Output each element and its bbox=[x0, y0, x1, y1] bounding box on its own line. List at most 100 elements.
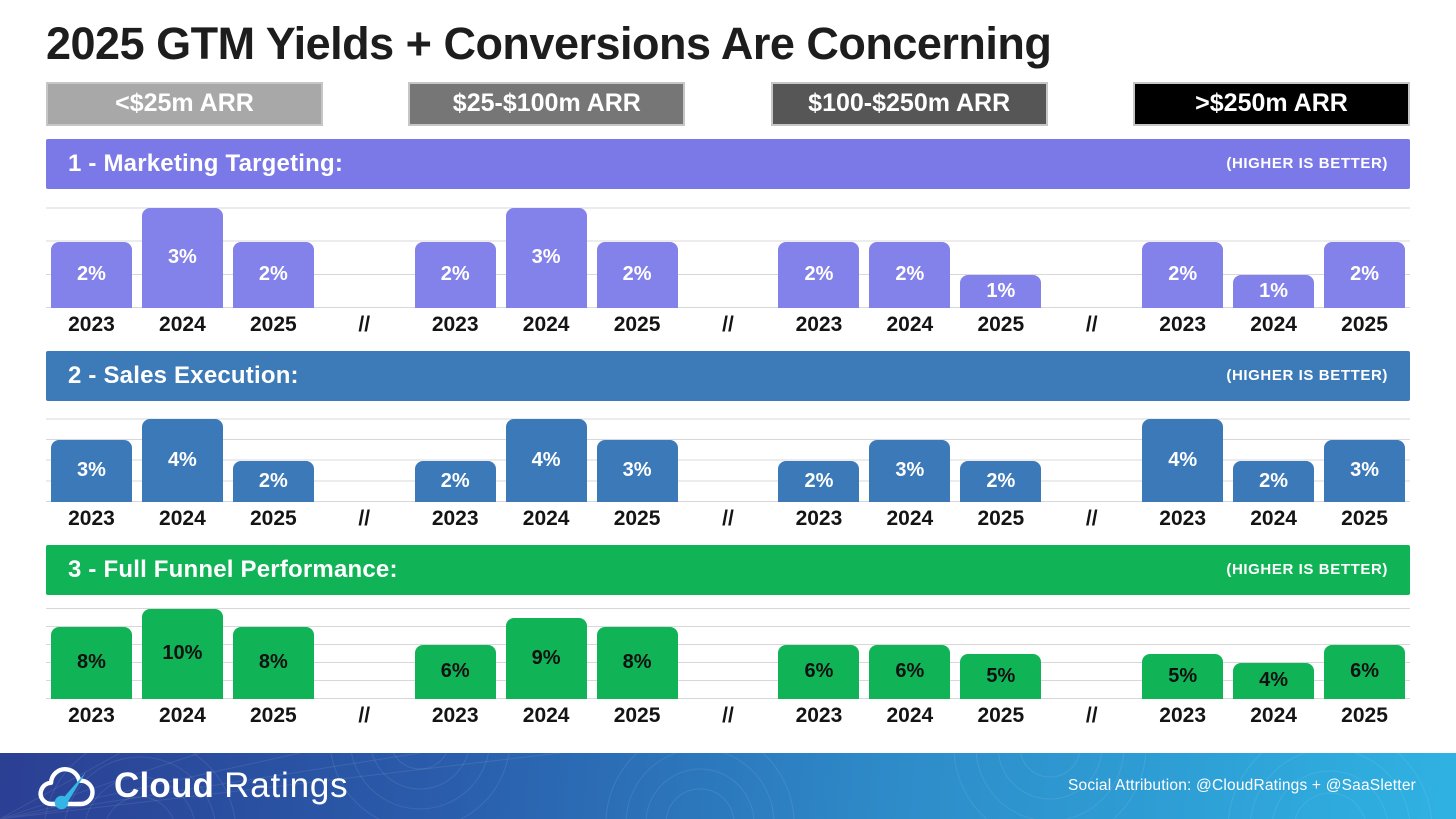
bar-cell: 5% bbox=[955, 653, 1046, 699]
section-band: 3 - Full Funnel Performance: (HIGHER IS B… bbox=[46, 544, 1410, 595]
year-label: 2024 bbox=[886, 312, 934, 336]
bar: 3% bbox=[141, 207, 223, 308]
year-label: 2025 bbox=[249, 703, 297, 727]
bar: 3% bbox=[50, 439, 132, 502]
bar-value-label: 3% bbox=[895, 459, 925, 482]
year-label: 2023 bbox=[431, 506, 479, 530]
plot-area: 3% 4% 2% 2% 4% 3% 2% 3% 2% 4% 2% 3% bbox=[46, 406, 1410, 502]
bar: 4% bbox=[141, 418, 223, 502]
bar-cell: 6% bbox=[1319, 644, 1410, 699]
bar: 3% bbox=[1324, 439, 1406, 502]
year-label: 2025 bbox=[977, 703, 1025, 727]
year-label: 2025 bbox=[249, 506, 297, 530]
year-label: 2025 bbox=[1341, 312, 1388, 336]
bar: 8% bbox=[50, 626, 132, 699]
bar-cell: 3% bbox=[46, 439, 137, 502]
year-label: 2024 bbox=[522, 312, 570, 336]
bar: 6% bbox=[869, 644, 951, 699]
bar: 1% bbox=[960, 274, 1042, 308]
bar-cell: 2% bbox=[773, 241, 864, 308]
bar-cell: 4% bbox=[1137, 418, 1228, 502]
bar-cell: 2% bbox=[773, 460, 864, 502]
bar: 6% bbox=[414, 644, 496, 699]
bar: 2% bbox=[1324, 241, 1406, 308]
page-title: 2025 GTM Yields + Conversions Are Concer… bbox=[46, 18, 1052, 69]
bar: 6% bbox=[1324, 644, 1406, 699]
bar: 6% bbox=[778, 644, 860, 699]
year-label: 2023 bbox=[795, 312, 843, 336]
year-label: 2024 bbox=[522, 506, 570, 530]
section-band: 1 - Marketing Targeting: (HIGHER IS BETTE… bbox=[46, 138, 1410, 189]
bar-cell: 2% bbox=[1137, 241, 1228, 308]
bar-value-label: 2% bbox=[440, 469, 470, 492]
higher-is-better-note: (HIGHER IS BETTER) bbox=[1226, 155, 1388, 173]
bar-value-label: 2% bbox=[77, 263, 106, 286]
bar-cell: 5% bbox=[1137, 653, 1228, 699]
bar-value-label: 8% bbox=[258, 651, 288, 674]
bar: 2% bbox=[1233, 460, 1315, 502]
bar-value-label: 6% bbox=[804, 660, 834, 683]
chart-section: 2 - Sales Execution: (HIGHER IS BETTER) 3%… bbox=[46, 350, 1410, 532]
bar-cell: 2% bbox=[955, 460, 1046, 502]
segment-badge: <$25m ARR bbox=[46, 81, 323, 126]
bar-cell: 2% bbox=[410, 460, 501, 502]
year-label: 2024 bbox=[159, 312, 206, 336]
bar: 9% bbox=[505, 617, 587, 699]
bar-cell: 1% bbox=[1228, 274, 1319, 308]
bar-value-label: 1% bbox=[986, 279, 1016, 302]
bar-cell: 1% bbox=[955, 274, 1046, 308]
bar-cell: 2% bbox=[46, 241, 137, 308]
bar: 3% bbox=[869, 439, 951, 502]
year-label: 2023 bbox=[68, 506, 115, 530]
year-label: 2024 bbox=[1250, 312, 1297, 336]
bar-value-label: 2% bbox=[440, 263, 470, 286]
year-label: 2024 bbox=[159, 506, 206, 530]
bar-cell: 3% bbox=[137, 207, 228, 308]
legend-row: <$25m ARR $25-$100m ARR $100-$250m ARR >$25… bbox=[46, 81, 1410, 126]
chart-section: 1 - Marketing Targeting: (HIGHER IS BETTE… bbox=[46, 138, 1410, 338]
section-band: 2 - Sales Execution: (HIGHER IS BETTER) bbox=[46, 350, 1410, 401]
bar-value-label: 4% bbox=[1259, 669, 1289, 692]
group-separator: // bbox=[358, 312, 371, 336]
x-axis-labels: 2023 2024 2025 // 2023 2024 2025 // 2023 2024 2025… bbox=[46, 311, 1410, 338]
bar: 2% bbox=[232, 241, 314, 308]
bar: 2% bbox=[778, 241, 860, 308]
year-label: 2025 bbox=[977, 506, 1025, 530]
year-label: 2023 bbox=[68, 703, 115, 727]
bar-value-label: 2% bbox=[1350, 263, 1379, 286]
bar-value-label: 8% bbox=[77, 651, 106, 674]
year-label: 2024 bbox=[886, 506, 934, 530]
bar-value-label: 2% bbox=[622, 263, 652, 286]
group-separator: // bbox=[1085, 506, 1098, 530]
bar: 3% bbox=[596, 439, 678, 502]
year-label: 2024 bbox=[886, 703, 934, 727]
brand-name-bold: Cloud bbox=[114, 766, 215, 805]
bar: 2% bbox=[778, 460, 860, 502]
bar-value-label: 3% bbox=[77, 459, 106, 482]
group-separator: // bbox=[722, 703, 734, 727]
year-label: 2023 bbox=[1159, 312, 1207, 336]
bar-value-label: 6% bbox=[1350, 660, 1379, 683]
bar: 2% bbox=[50, 241, 132, 308]
bar: 2% bbox=[414, 460, 496, 502]
group-separator: // bbox=[722, 312, 734, 336]
year-label: 2023 bbox=[795, 506, 843, 530]
bar-value-label: 2% bbox=[258, 469, 288, 492]
higher-is-better-note: (HIGHER IS BETTER) bbox=[1226, 367, 1388, 385]
year-label: 2023 bbox=[1159, 703, 1207, 727]
bar-cell: 8% bbox=[228, 626, 319, 699]
higher-is-better-note: (HIGHER IS BETTER) bbox=[1226, 561, 1388, 579]
year-label: 2024 bbox=[1250, 703, 1297, 727]
group-separator: // bbox=[1085, 312, 1098, 336]
segment-badge: $100-$250m ARR bbox=[770, 81, 1048, 126]
bar-cell: 4% bbox=[137, 418, 228, 502]
bar-cell: 3% bbox=[592, 439, 683, 502]
year-label: 2025 bbox=[1341, 703, 1388, 727]
bar: 5% bbox=[1142, 653, 1224, 699]
footer: Cloud Ratings Social Attribution: @Cloud… bbox=[0, 753, 1456, 819]
bar-value-label: 2% bbox=[804, 263, 834, 286]
bar: 10% bbox=[141, 608, 223, 699]
group-separator: // bbox=[358, 703, 371, 727]
bar: 2% bbox=[232, 460, 314, 502]
bar: 1% bbox=[1233, 274, 1315, 308]
